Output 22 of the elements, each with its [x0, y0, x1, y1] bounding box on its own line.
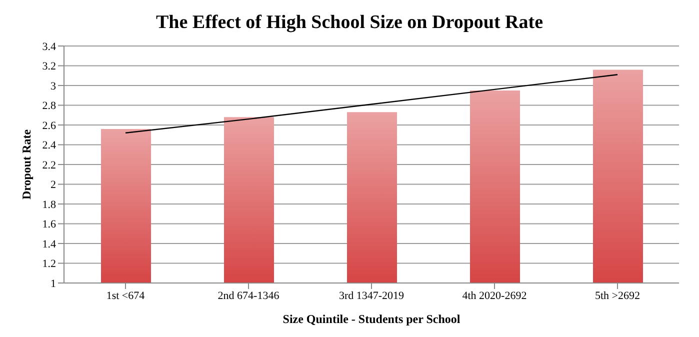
y-tick-label: 2.4: [42, 140, 56, 152]
y-axis-title: Dropout Rate: [19, 128, 34, 200]
x-tick-label: 4th 2020-2692: [462, 290, 527, 302]
y-tick-label: 3.4: [42, 40, 56, 53]
x-axis-title: Size Quintile - Students per School: [282, 312, 461, 326]
y-tick-label: 2.2: [42, 159, 56, 172]
y-tick-label: 2.8: [42, 100, 56, 112]
y-tick-label: 1.6: [42, 218, 56, 231]
x-tick-label: 2nd 674-1346: [218, 290, 280, 302]
x-tick-label: 5th >2692: [594, 290, 640, 302]
x-tick-label: 3rd 1347-2019: [338, 290, 405, 302]
y-tick-label: 1: [50, 278, 56, 290]
y-tick-label: 1.2: [42, 258, 56, 270]
y-tick-label: 1.8: [42, 198, 56, 211]
y-tick-label: 3: [50, 80, 56, 92]
y-tick-label: 1.4: [42, 238, 56, 250]
chart-title: The Effect of High School Size on Dropout Rate: [154, 11, 544, 35]
y-tick-label: 2: [50, 179, 56, 192]
x-tick-label: 1st <674: [106, 290, 146, 302]
y-tick-label: 2.6: [42, 120, 56, 132]
y-tick-label: 3.2: [42, 60, 56, 73]
line-series: [124, 74, 618, 134]
